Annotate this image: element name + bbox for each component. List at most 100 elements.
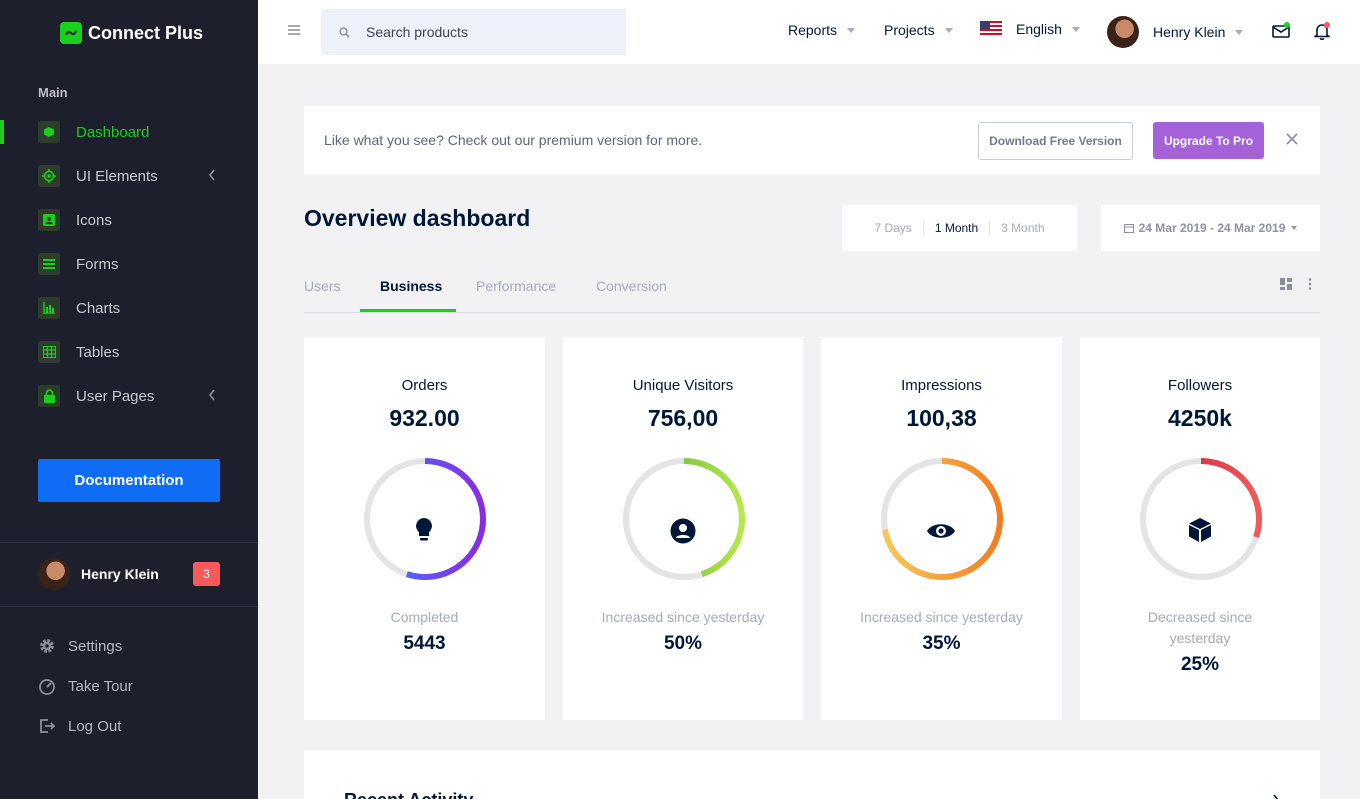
close-icon[interactable]	[1286, 133, 1298, 145]
card-value: 756,00	[647, 405, 719, 431]
user-circle-icon	[670, 518, 696, 544]
unread-dot	[1324, 22, 1330, 28]
log-out-label: Log Out	[68, 717, 122, 735]
sidebar-item-forms[interactable]: Forms	[0, 242, 258, 286]
grid-view-icon[interactable]	[1280, 278, 1292, 290]
page-title: Overview dashboard	[304, 205, 531, 231]
sidebar-item-ui-elements[interactable]: UI Elements	[0, 154, 258, 198]
avatar	[38, 558, 70, 590]
projects-dropdown[interactable]: Projects	[884, 22, 953, 38]
messages-button[interactable]	[1272, 22, 1290, 45]
sidebar: Connect Plus Main Dashboard UI Elements …	[0, 0, 258, 799]
brand[interactable]: Connect Plus	[60, 22, 203, 44]
stat-card-unique-visitors: Unique Visitors 756,00 Increased since y…	[563, 337, 803, 720]
sidebar-item-label: Dashboard	[76, 123, 150, 141]
top-navbar: Reports Projects English Henry Klein	[258, 0, 1360, 64]
search-icon	[339, 26, 350, 38]
projects-label: Projects	[884, 22, 935, 38]
tab-conversion[interactable]: Conversion	[596, 278, 667, 294]
recent-activity-card: Recent Activity	[304, 750, 1320, 799]
range-selector: 7 Days 1 Month 3 Month	[842, 205, 1077, 251]
table-icon	[38, 341, 60, 363]
language-dropdown[interactable]: English	[980, 21, 1080, 37]
cube-icon	[38, 121, 60, 143]
card-title: Impressions	[901, 377, 982, 394]
hamburger-menu-icon[interactable]	[288, 25, 300, 35]
unread-dot	[1284, 22, 1290, 28]
brand-logo-icon	[60, 22, 82, 44]
sidebar-item-label: Icons	[76, 211, 112, 229]
us-flag-icon	[980, 21, 1002, 37]
nav-category-label: Main	[38, 85, 68, 100]
chevron-right-icon[interactable]	[1272, 794, 1280, 799]
progress-ring	[364, 458, 486, 580]
lock-icon	[38, 385, 60, 407]
card-stat: 5443	[403, 633, 446, 654]
sidebar-item-label: Forms	[76, 255, 119, 273]
progress-arc	[623, 458, 745, 580]
sidebar-divider	[0, 542, 258, 543]
notifications-button[interactable]	[1313, 22, 1331, 45]
sidebar-item-icons[interactable]: Icons	[0, 198, 258, 242]
sidebar-item-user-pages[interactable]: User Pages	[0, 374, 258, 418]
sidebar-item-charts[interactable]: Charts	[0, 286, 258, 330]
card-value: 4250k	[1168, 405, 1232, 431]
tab-business[interactable]: Business	[380, 278, 443, 294]
card-title: Orders	[401, 377, 448, 394]
user-dropdown[interactable]: Henry Klein	[1107, 16, 1244, 48]
card-caption: Increased since yesterday	[860, 609, 1023, 625]
more-vertical-icon[interactable]	[1308, 278, 1312, 290]
progress-ring	[1140, 458, 1262, 580]
sidebar-item-dashboard[interactable]: Dashboard	[0, 110, 258, 154]
eye-icon	[927, 524, 955, 538]
date-range-label: 24 Mar 2019 - 24 Mar 2019	[1138, 221, 1286, 235]
sidebar-item-label: User Pages	[76, 387, 155, 405]
date-range-picker[interactable]: 24 Mar 2019 - 24 Mar 2019	[1101, 205, 1320, 251]
range-1-month[interactable]: 1 Month	[924, 221, 991, 235]
download-free-button[interactable]: Download Free Version	[978, 122, 1133, 160]
card-caption: Completed	[390, 609, 459, 625]
tab-users[interactable]: Users	[304, 278, 341, 294]
notification-badge: 3	[193, 562, 220, 586]
search-input[interactable]	[366, 24, 606, 40]
calendar-icon	[1123, 224, 1134, 233]
documentation-button[interactable]: Documentation	[38, 459, 220, 502]
contact-icon	[38, 209, 60, 231]
reports-dropdown[interactable]: Reports	[788, 22, 856, 38]
reports-label: Reports	[788, 22, 838, 38]
header-user-name: Henry Klein	[1153, 24, 1226, 40]
stat-card-orders: Orders 932.00 Completed 5443	[304, 337, 545, 720]
tab-performance[interactable]: Performance	[476, 278, 557, 294]
dashboard-tabs: Users Business Performance Conversion	[304, 264, 1320, 313]
sidebar-item-label: Tables	[76, 343, 120, 361]
sidebar-item-tables[interactable]: Tables	[0, 330, 258, 374]
settings-link[interactable]: Settings	[38, 626, 133, 666]
chevron-left-icon	[208, 389, 215, 401]
card-stat: 35%	[922, 633, 961, 654]
sidebar-links: Settings Take Tour Log Out	[38, 626, 133, 746]
settings-label: Settings	[68, 637, 123, 655]
bar-chart-icon	[38, 297, 60, 319]
mail-icon	[1272, 25, 1290, 38]
active-tab-indicator	[360, 309, 456, 312]
logout-icon	[40, 719, 56, 733]
gear-icon	[40, 639, 54, 653]
card-value: 932.00	[389, 405, 460, 431]
sidebar-user-name: Henry Klein	[81, 566, 159, 582]
upgrade-pro-button[interactable]: Upgrade To Pro	[1153, 122, 1264, 159]
sidebar-nav: Dashboard UI Elements Icons Forms Charts…	[0, 110, 258, 418]
range-7-days[interactable]: 7 Days	[863, 221, 924, 235]
log-out-link[interactable]: Log Out	[38, 706, 133, 746]
caret-down-icon	[847, 27, 856, 33]
search-bar	[321, 9, 626, 55]
card-caption: Increased since yesterday	[601, 609, 765, 625]
caret-down-icon	[1235, 29, 1244, 35]
sidebar-user[interactable]: Henry Klein 3	[38, 558, 220, 590]
language-label: English	[1016, 21, 1062, 37]
promo-banner: Like what you see? Check out our premium…	[304, 106, 1320, 175]
range-3-month[interactable]: 3 Month	[1001, 221, 1045, 235]
take-tour-link[interactable]: Take Tour	[38, 666, 133, 706]
card-title: Unique Visitors	[632, 377, 734, 394]
crosshair-icon	[38, 165, 60, 187]
recent-activity-title: Recent Activity	[344, 790, 473, 799]
